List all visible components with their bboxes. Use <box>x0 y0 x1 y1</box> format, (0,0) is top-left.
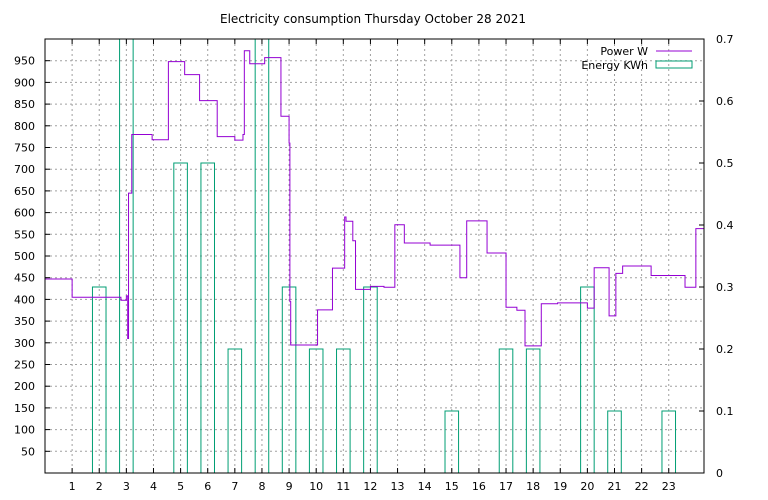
y-tick-label: 550 <box>14 228 35 241</box>
x-tick-label: 15 <box>445 480 459 493</box>
power-line <box>45 50 704 347</box>
y2-tick-label: 0.4 <box>716 219 734 232</box>
y2-tick-label: 0.5 <box>716 157 734 170</box>
y-tick-label: 500 <box>14 250 35 263</box>
legend-swatch-energy <box>655 60 693 69</box>
x-tick-label: 11 <box>336 480 350 493</box>
y-tick-label: 650 <box>14 185 35 198</box>
x-tick-label: 7 <box>231 480 238 493</box>
chart-title: Electricity consumption Thursday October… <box>220 12 526 26</box>
y2-tick-label: 0.1 <box>716 405 734 418</box>
x-tick-label: 17 <box>499 480 513 493</box>
y-tick-label: 850 <box>14 98 35 111</box>
x-tick-label: 19 <box>553 480 567 493</box>
y-tick-label: 200 <box>14 380 35 393</box>
x-tick-label: 5 <box>177 480 184 493</box>
y-tick-label: 350 <box>14 315 35 328</box>
y-tick-label: 150 <box>14 402 35 415</box>
x-tick-label: 16 <box>472 480 486 493</box>
x-tick-label: 10 <box>309 480 323 493</box>
y2-tick-label: 0.2 <box>716 343 734 356</box>
y2-tick-label: 0 <box>716 467 723 480</box>
y-tick-label: 50 <box>21 445 35 458</box>
legend: Power W Energy KWh <box>581 45 693 72</box>
x-tick-label: 14 <box>418 480 432 493</box>
y2-axis: 0 0.1 0.2 0.3 0.4 0.5 0.6 0.7 <box>699 33 734 480</box>
power-series-path <box>45 50 704 347</box>
y-tick-label: 600 <box>14 207 35 220</box>
y-tick-label: 450 <box>14 272 35 285</box>
x-tick-label: 21 <box>608 480 622 493</box>
x-tick-label: 3 <box>123 480 130 493</box>
y-tick-label: 950 <box>14 55 35 68</box>
x-tick-label: 1 <box>69 480 76 493</box>
x-tick-label: 8 <box>258 480 265 493</box>
x-tick-label: 13 <box>391 480 405 493</box>
y-tick-label: 250 <box>14 359 35 372</box>
y-tick-label: 300 <box>14 337 35 350</box>
x-tick-label: 20 <box>580 480 594 493</box>
x-tick-label: 23 <box>662 480 676 493</box>
x-tick-label: 6 <box>204 480 211 493</box>
y-tick-label: 800 <box>14 120 35 133</box>
y2-tick-label: 0.6 <box>716 95 734 108</box>
x-tick-label: 18 <box>526 480 540 493</box>
y-tick-label: 100 <box>14 424 35 437</box>
y-axis: 50 100 150 200 250 300 350 400 450 500 550 600 650 70… <box>14 55 50 458</box>
x-tick-label: 9 <box>286 480 293 493</box>
x-axis: 1 2 3 4 5 6 7 8 9 10 11 12 13 14 15 16 17 18 19 20 21 22 23 <box>69 39 676 493</box>
y-tick-label: 700 <box>14 163 35 176</box>
x-tick-label: 4 <box>150 480 157 493</box>
y2-tick-label: 0.7 <box>716 33 734 46</box>
y-tick-label: 900 <box>14 76 35 89</box>
y-tick-label: 400 <box>14 293 35 306</box>
legend-label-energy: Energy KWh <box>581 59 648 72</box>
y2-tick-label: 0.3 <box>716 281 734 294</box>
y-tick-label: 750 <box>14 142 35 155</box>
legend-label-power: Power W <box>600 45 648 58</box>
energy-bars <box>91 38 677 474</box>
grid <box>45 39 704 473</box>
x-tick-label: 22 <box>635 480 649 493</box>
x-tick-label: 2 <box>96 480 103 493</box>
x-tick-label: 12 <box>363 480 377 493</box>
